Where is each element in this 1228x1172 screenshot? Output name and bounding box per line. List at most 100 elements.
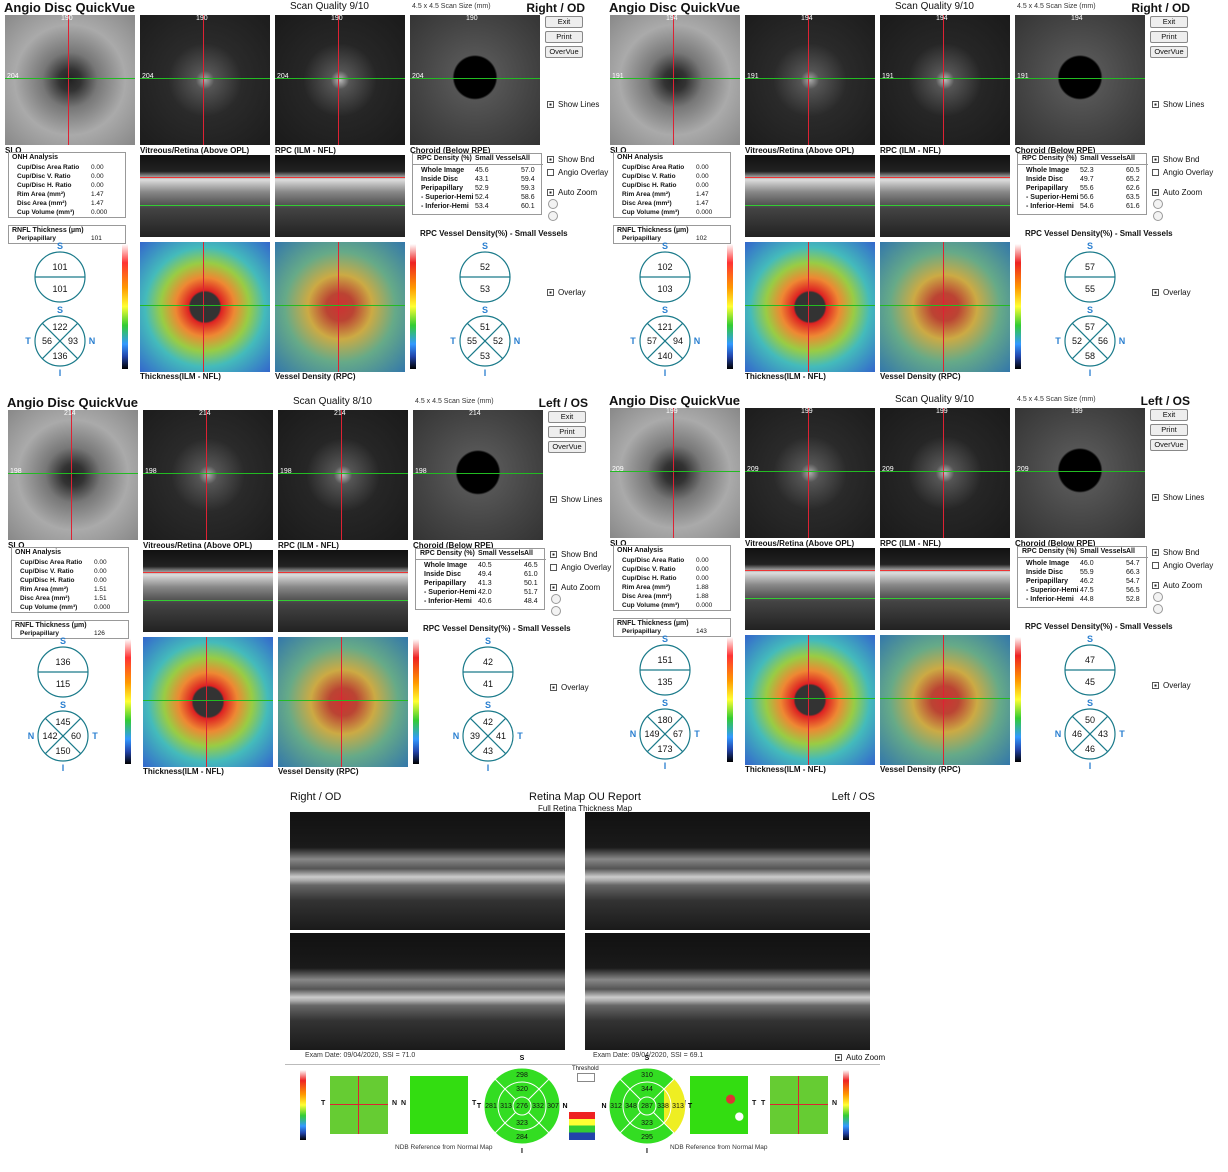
table-cell: 60.1 (521, 203, 535, 210)
option-checkbox[interactable]: Show Lines (1152, 493, 1204, 504)
etdrs-direction: S (520, 1055, 525, 1062)
sector-value: 56 (42, 336, 52, 346)
map-axis-label: T (761, 1100, 766, 1107)
table-cell: Rim Area (mm²) (622, 584, 671, 591)
scan-line-vertical (673, 408, 674, 538)
table-cell: Peripapillary (622, 235, 662, 242)
scan-line-vertical (358, 1076, 359, 1134)
option-checkbox[interactable]: Show Bnd (1152, 155, 1199, 166)
scan-line-vertical (71, 410, 72, 540)
sector-direction: S (482, 241, 488, 251)
option-checkbox[interactable]: Show Bnd (547, 155, 594, 166)
etdrs-value: 323 (516, 1120, 528, 1127)
table-cell: Peripapillary (17, 235, 57, 242)
scan-line-horizontal (5, 78, 135, 79)
option-checkbox[interactable]: Show Bnd (550, 550, 597, 561)
option-checkbox[interactable]: Show Lines (550, 495, 602, 506)
scan-line-vertical (798, 1076, 799, 1134)
option-checkbox[interactable]: Overlay (550, 683, 589, 694)
sector-value: 94 (673, 336, 683, 346)
table-cell: 49.4 (478, 571, 492, 578)
vessel-density-map (278, 637, 408, 767)
option-checkbox[interactable]: Show Lines (547, 100, 599, 111)
option-checkbox[interactable]: Auto Zoom (1152, 581, 1202, 592)
line-position-label: 204 (7, 73, 19, 80)
table-cell: 43.1 (475, 176, 489, 183)
line-position-label: 194 (1071, 15, 1083, 22)
button[interactable]: Print (548, 426, 586, 438)
zoom-button (551, 594, 561, 604)
scan-line-horizontal (140, 305, 270, 306)
table-cell: 44.8 (1080, 596, 1094, 603)
option-checkbox[interactable]: Auto Zoom (547, 188, 597, 199)
line-position-label: 209 (882, 466, 894, 473)
table-cell: 57.0 (521, 167, 535, 174)
scan-line-horizontal (880, 305, 1010, 306)
option-checkbox[interactable]: Auto Zoom (835, 1053, 885, 1064)
option-label: Auto Zoom (558, 188, 598, 197)
line-position-label: 190 (331, 15, 343, 22)
table-cell: 0.00 (696, 566, 709, 573)
table-cell: Whole Image (1026, 560, 1070, 567)
table-cell: Peripapillary (622, 628, 662, 635)
line-position-label: 209 (612, 466, 624, 473)
option-checkbox[interactable]: Angio Overlay (547, 168, 608, 179)
option-checkbox[interactable]: Overlay (1152, 288, 1191, 299)
option-checkbox[interactable]: Show Lines (1152, 100, 1204, 111)
color-scale (843, 1070, 849, 1140)
etdrs-divider (653, 1078, 675, 1100)
scan-line-horizontal (770, 1104, 828, 1105)
table-cell: Cup Volume (mm³) (20, 604, 78, 611)
option-checkbox[interactable]: Overlay (1152, 681, 1191, 692)
sector-value: 45 (1085, 677, 1095, 687)
table-cell: Cup/Disc H. Ratio (17, 182, 72, 189)
sector-direction: S (662, 305, 668, 315)
table-cell: 59.3 (521, 185, 535, 192)
etdrs-divider (528, 1078, 550, 1100)
image-label: SLO (610, 146, 627, 155)
onh-table: ONH Analysis Cup/Disc Area Ratio 0.00 Cup/D… (613, 545, 731, 611)
option-checkbox[interactable]: Angio Overlay (550, 563, 611, 574)
scan-line-vertical (203, 15, 204, 145)
button[interactable]: Exit (545, 16, 583, 28)
b-scan (880, 548, 1010, 630)
button[interactable]: Print (1150, 424, 1188, 436)
b-scan (880, 155, 1010, 237)
table-cell: Inside Disc (424, 571, 461, 578)
option-label: Auto Zoom (1163, 188, 1203, 197)
button[interactable]: OverVue (548, 441, 586, 453)
button[interactable]: Exit (548, 411, 586, 423)
scan-line-vertical (808, 15, 809, 145)
button[interactable]: Exit (1150, 409, 1188, 421)
option-checkbox[interactable]: Angio Overlay (1152, 168, 1213, 179)
option-checkbox[interactable]: Auto Zoom (550, 583, 600, 594)
scan-line-horizontal (880, 78, 1010, 79)
etdrs-value: 310 (641, 1072, 653, 1079)
thickness-small-map (410, 1076, 468, 1134)
table-cell: 61.6 (1126, 203, 1140, 210)
button[interactable]: Print (1150, 31, 1188, 43)
line-position-label: 190 (466, 15, 478, 22)
option-checkbox[interactable]: Overlay (547, 288, 586, 299)
sector-value: 46 (1072, 729, 1082, 739)
thickness-small-map (690, 1076, 748, 1134)
boundary-ilm (140, 177, 270, 178)
table-title: RNFL Thickness (µm) (15, 622, 87, 629)
button[interactable]: OverVue (1150, 46, 1188, 58)
option-checkbox[interactable]: Angio Overlay (1152, 561, 1213, 572)
map-label: Vessel Density (RPC) (278, 767, 359, 776)
sector-direction: N (28, 731, 35, 741)
option-checkbox[interactable]: Show Bnd (1152, 548, 1199, 559)
option-checkbox[interactable]: Auto Zoom (1152, 188, 1202, 199)
table-cell: Peripapillary (424, 580, 467, 587)
table-cell: 59.4 (521, 176, 535, 183)
button[interactable]: Print (545, 31, 583, 43)
table-cell: 56.6 (1080, 194, 1094, 201)
map-label: Vessel Density (RPC) (880, 765, 961, 774)
button[interactable]: Exit (1150, 16, 1188, 28)
sector-value: 101 (52, 262, 67, 272)
button[interactable]: OverVue (1150, 439, 1188, 451)
scan-line-vertical (943, 15, 944, 145)
retina-report: Right / OD Retina Map OU Report Full Retin… (285, 788, 885, 1163)
button[interactable]: OverVue (545, 46, 583, 58)
